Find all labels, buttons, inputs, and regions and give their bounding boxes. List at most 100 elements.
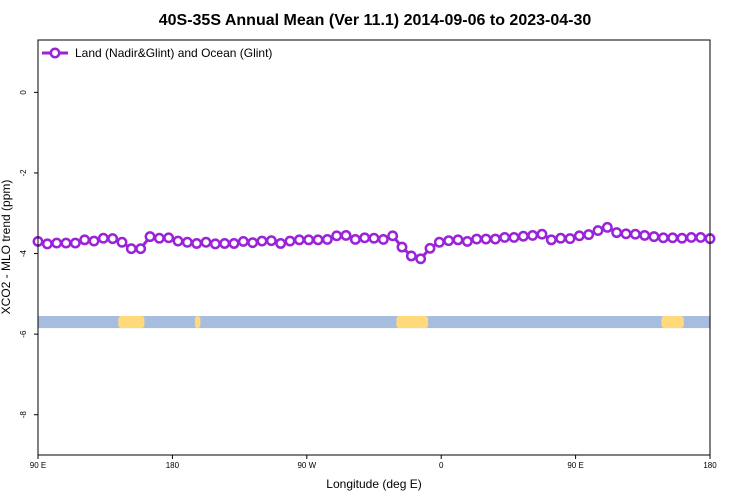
data-point xyxy=(592,225,604,237)
data-point xyxy=(321,233,333,245)
data-point xyxy=(256,235,268,247)
data-point xyxy=(695,231,707,243)
data-point xyxy=(97,232,109,244)
data-point xyxy=(331,230,343,242)
legend-label: Land (Nadir&Glint) and Ocean (Glint) xyxy=(75,46,272,60)
y-tick-label: 0 xyxy=(19,90,28,95)
data-point xyxy=(424,242,436,254)
data-point xyxy=(125,243,137,255)
data-point xyxy=(153,232,165,244)
data-point xyxy=(303,234,315,246)
data-point xyxy=(555,232,567,244)
data-point xyxy=(200,236,212,248)
data-point xyxy=(545,234,557,246)
data-point xyxy=(489,233,501,245)
data-point xyxy=(452,234,464,246)
data-point xyxy=(499,231,511,243)
data-point xyxy=(676,232,688,244)
data-point xyxy=(443,235,455,247)
data-point xyxy=(284,235,296,247)
data-point xyxy=(508,231,520,243)
data-point xyxy=(611,227,623,239)
y-tick-label: -6 xyxy=(19,330,28,338)
data-point xyxy=(657,232,669,244)
surface-strip xyxy=(38,315,710,329)
data-point xyxy=(107,233,119,245)
data-point xyxy=(415,253,427,265)
data-point xyxy=(387,230,399,242)
data-point xyxy=(517,230,529,242)
data-point xyxy=(583,229,595,241)
ocean-strip xyxy=(38,315,710,329)
legend-marker xyxy=(49,47,61,59)
data-point xyxy=(219,238,231,249)
data-point xyxy=(359,232,371,244)
data-point xyxy=(135,243,147,255)
data-point xyxy=(116,236,128,248)
data-point xyxy=(620,228,632,240)
data-point xyxy=(69,237,81,249)
data-point xyxy=(368,232,380,244)
data-point xyxy=(573,230,585,242)
x-axis-label: Longitude (deg E) xyxy=(326,477,421,491)
data-point xyxy=(247,237,259,249)
data-point xyxy=(405,250,417,262)
data-point xyxy=(349,233,361,245)
data-point xyxy=(667,232,679,244)
data-point xyxy=(172,235,184,247)
data-point xyxy=(181,236,193,248)
data-point xyxy=(209,238,221,250)
chart-title: 40S-35S Annual Mean (Ver 11.1) 2014-09-0… xyxy=(159,12,592,29)
y-tick-label: -2 xyxy=(19,169,28,177)
data-point xyxy=(536,228,548,240)
data-point xyxy=(639,229,651,241)
data-point xyxy=(275,238,287,249)
data-point xyxy=(79,234,91,246)
data-point xyxy=(163,232,175,244)
x-axis: 90 E 180 90 W 0 90 E 180 xyxy=(30,455,717,470)
land-patch xyxy=(194,315,201,329)
legend: Land (Nadir&Glint) and Ocean (Glint) xyxy=(42,46,272,60)
series-layer xyxy=(32,221,716,265)
data-point xyxy=(461,236,473,247)
y-tick-label: -8 xyxy=(19,411,28,419)
data-point xyxy=(527,229,539,241)
data-point xyxy=(60,237,72,249)
land-patch xyxy=(396,315,429,329)
data-point xyxy=(433,236,445,248)
data-point xyxy=(51,237,63,249)
x-tick-label: 90 W xyxy=(297,461,316,470)
x-tick-label: 0 xyxy=(439,461,444,470)
data-point xyxy=(88,235,100,247)
data-point xyxy=(685,231,697,243)
data-point xyxy=(265,235,277,247)
data-point xyxy=(564,233,576,245)
data-point xyxy=(237,236,249,247)
data-point xyxy=(471,233,483,245)
y-tick-label: -4 xyxy=(19,249,28,257)
y-axis-label: XCO2 - MLO trend (ppm) xyxy=(0,180,13,315)
x-tick-label: 180 xyxy=(166,461,180,470)
data-point xyxy=(601,221,613,233)
data-point xyxy=(648,231,660,243)
land-patch xyxy=(661,315,684,329)
data-point xyxy=(228,238,240,249)
data-point xyxy=(312,234,324,246)
y-axis: 0 -2 -4 -6 -8 xyxy=(19,90,38,419)
data-point xyxy=(396,241,408,253)
x-tick-label: 90 E xyxy=(567,461,583,470)
plot-frame xyxy=(37,39,711,456)
data-point xyxy=(340,229,352,241)
data-point xyxy=(191,238,203,249)
data-point xyxy=(377,233,389,245)
x-tick-label: 90 E xyxy=(30,461,46,470)
data-point xyxy=(41,238,53,250)
data-point xyxy=(293,234,305,246)
data-point xyxy=(144,231,156,243)
land-patch xyxy=(118,315,145,329)
data-point xyxy=(629,228,641,240)
data-point xyxy=(480,233,492,245)
x-tick-label: 180 xyxy=(703,461,717,470)
